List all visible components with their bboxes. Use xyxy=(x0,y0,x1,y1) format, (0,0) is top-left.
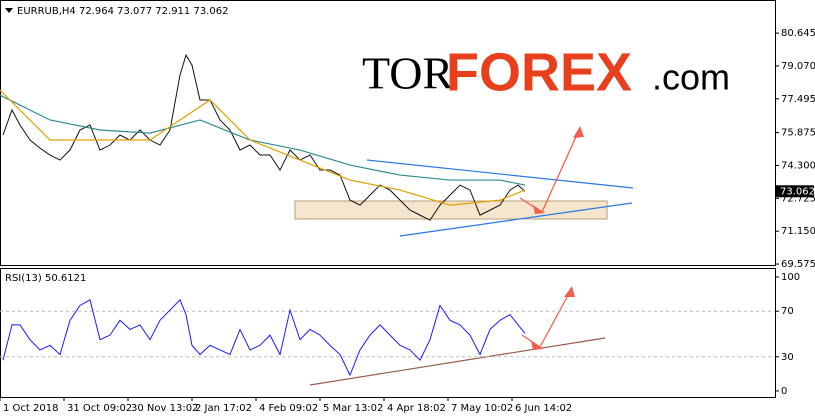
series-line xyxy=(2,53,526,221)
arrow-head xyxy=(533,205,545,214)
trendline xyxy=(366,159,634,189)
y-tick-label: 72.725 xyxy=(781,193,815,204)
trendline xyxy=(399,202,633,237)
x-tick-label: 4 Feb 09:02 xyxy=(259,403,318,414)
current-price-label: 73.062 xyxy=(780,186,815,197)
price-pane-frame xyxy=(0,0,776,266)
watermark-tor: TOR xyxy=(362,48,453,99)
x-tick-label: 31 Oct 09:02 xyxy=(67,403,132,414)
watermark-com: .com xyxy=(652,57,730,98)
x-tick-label: 4 Apr 18:02 xyxy=(387,403,446,414)
watermark-forex: FOREX xyxy=(446,42,632,102)
y-tick-label: 30 xyxy=(781,352,794,363)
y-tick-label: 100 xyxy=(781,272,800,283)
rsi-pane-frame xyxy=(0,268,776,398)
y-tick-label: 75.875 xyxy=(781,128,815,139)
header: EURRUB,H4 72.964 73.077 72.911 73.062 xyxy=(17,6,228,17)
arrow-head xyxy=(573,126,584,138)
series-line xyxy=(2,298,526,377)
support-zone xyxy=(294,200,608,220)
x-tick-label: 2 Jan 17:02 xyxy=(195,403,252,414)
y-tick-label: 71.150 xyxy=(781,226,815,237)
x-tick-label: 7 May 10:02 xyxy=(451,403,513,414)
arrow-head xyxy=(564,286,575,297)
x-tick-label: 30 Nov 13:02 xyxy=(131,403,198,414)
y-tick-label: 80.645 xyxy=(781,28,815,39)
x-tick-label: 6 Jun 14:02 xyxy=(515,403,572,414)
y-tick-label: 69.575 xyxy=(781,259,815,270)
y-tick-label: 0 xyxy=(781,386,787,397)
y-tick-label: 79.070 xyxy=(781,61,815,72)
x-tick-label: 5 Mar 13:02 xyxy=(323,403,383,414)
series-line xyxy=(0,89,526,206)
rsi-trendline xyxy=(309,337,606,386)
y-tick-label: 77.495 xyxy=(781,94,815,105)
y-tick-label: 70 xyxy=(781,306,794,317)
current-price-box xyxy=(776,185,814,198)
y-tick-label: 74.300 xyxy=(781,160,815,171)
rsi-title: RSI(13) 50.6121 xyxy=(5,273,86,284)
x-tick-label: 1 Oct 2018 xyxy=(3,403,58,414)
arrow-head xyxy=(531,341,543,350)
forecast-arrow xyxy=(519,127,581,213)
series-line xyxy=(0,94,526,186)
symbol-icon xyxy=(5,8,13,13)
